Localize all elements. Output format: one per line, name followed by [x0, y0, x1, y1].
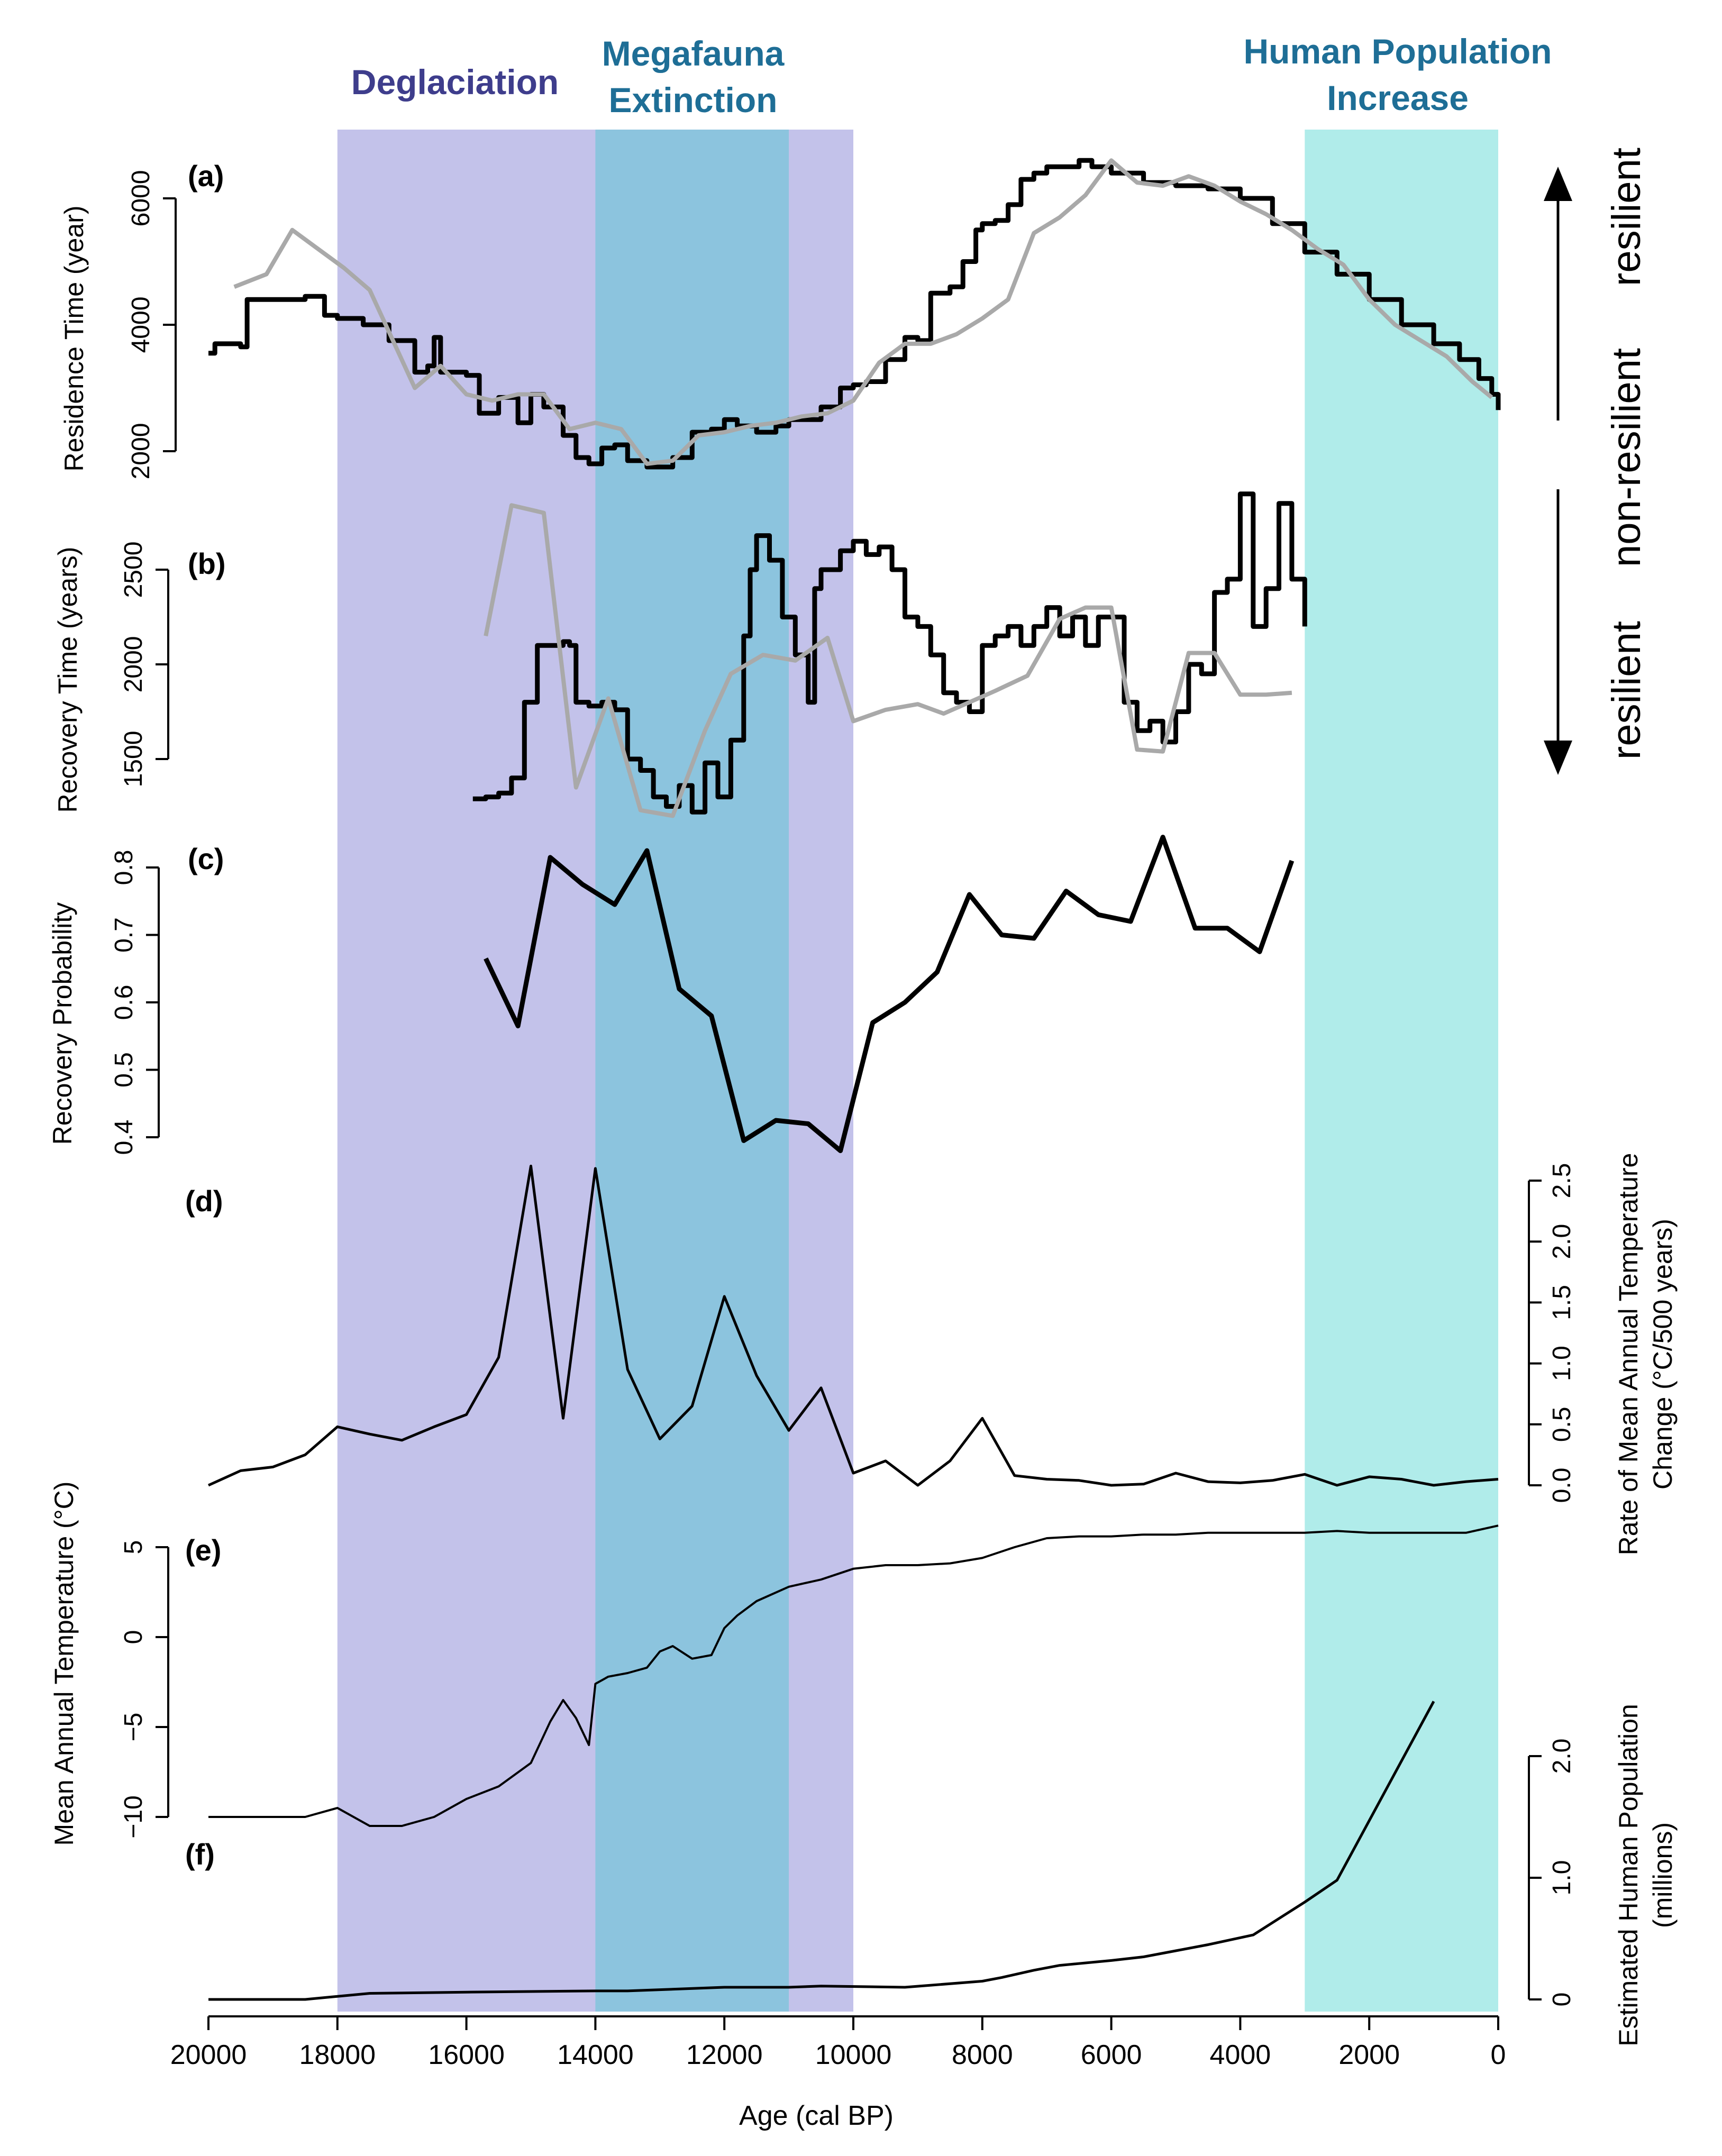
y-tick-label: 2000	[120, 636, 148, 693]
panel-letter-c: (c)	[188, 842, 224, 875]
resilient-label-top: resilient	[1604, 148, 1649, 286]
y-tick-label: 0.5	[1548, 1406, 1576, 1442]
y-tick-label: 2.0	[1548, 1739, 1576, 1774]
ylabel-rate-line2: Change (°C/500 years)	[1648, 1219, 1678, 1490]
megafauna-title-line1: Megafauna	[602, 34, 785, 73]
x-tick-label: 14000	[557, 2040, 634, 2070]
x-tick-label: 12000	[686, 2040, 763, 2070]
y-tick-label: 2000	[127, 423, 155, 480]
panel-e: −10 −5 0 5	[120, 1540, 169, 1839]
series-line-b-black	[472, 491, 1307, 815]
series-line-a-black	[208, 158, 1501, 470]
series-line-f-black	[208, 1701, 1435, 2001]
series-line-c-black	[484, 835, 1295, 1153]
y-tick-label: 1.0	[1548, 1860, 1576, 1896]
y-tick-label: 0.8	[110, 850, 138, 885]
panel-letter-b: (b)	[188, 547, 226, 580]
x-tick-label: 18000	[299, 2040, 376, 2070]
panel-f: 0 1.0 2.0	[1528, 1739, 1576, 2007]
x-tick-label: 16000	[428, 2040, 505, 2070]
y-tick-label: 0	[1548, 1993, 1576, 2007]
x-tick-label: 8000	[952, 2040, 1013, 2070]
y-tick-label: −10	[120, 1795, 148, 1838]
ylabel-rate-line1: Rate of Mean Annual Temperature	[1614, 1153, 1643, 1556]
y-tick-label: 0.6	[110, 985, 138, 1020]
deglaciation-title: Deglaciation	[351, 62, 559, 102]
ylabel-residence-time: Residence Time (year)	[59, 206, 89, 472]
axes-layer: 20000 18000 16000 14000 12000 10000 8000 6000 40…	[110, 170, 1576, 2070]
x-axis-title: Age (cal BP)	[739, 2100, 894, 2131]
ylabel-population-line1: Estimated Human Population	[1614, 1704, 1643, 2047]
panel-b: 1500 2000 2500	[120, 542, 169, 788]
x-tick-label: 4000	[1210, 2040, 1271, 2070]
human-title-line1: Human Population	[1244, 32, 1552, 71]
x-tick-label: 2000	[1338, 2040, 1400, 2070]
megafauna-title-line2: Extinction	[608, 80, 777, 120]
resilience-indicator: resilient non-resilient resilient	[1544, 148, 1649, 775]
panel-letter-a: (a)	[188, 159, 224, 193]
y-tick-label: 2500	[120, 542, 148, 598]
y-tick-label: 0	[120, 1630, 148, 1645]
resilient-label-bottom: resilient	[1604, 621, 1649, 760]
series-line-a-gray	[233, 158, 1493, 466]
ylabel-mean-temperature: Mean Annual Temperature (°C)	[49, 1482, 79, 1846]
x-tick-label: 10000	[815, 2040, 892, 2070]
y-tick-label: 0.4	[110, 1120, 138, 1155]
ylabel-recovery-probability: Recovery Probability	[48, 902, 77, 1145]
y-tick-label: 0.5	[110, 1052, 138, 1088]
megafauna-band	[595, 130, 789, 2012]
ylabel-recovery-time: Recovery Time (years)	[53, 547, 83, 813]
up-arrow-icon	[1544, 167, 1572, 201]
non-resilient-label: non-resilient	[1604, 348, 1649, 567]
series-line-e-black	[208, 1524, 1499, 1827]
series-layer	[207, 158, 1501, 2001]
series-line-b-gray	[484, 503, 1292, 818]
y-tick-label: 0.0	[1548, 1468, 1576, 1503]
panel-letter-f: (f)	[185, 1838, 215, 1871]
down-arrow-icon	[1544, 741, 1572, 775]
ylabel-population-line2: (millions)	[1648, 1822, 1678, 1928]
y-tick-label: 1.0	[1548, 1346, 1576, 1381]
x-tick-label: 6000	[1081, 2040, 1142, 2070]
panel-d: 0.0 0.5 1.0 1.5 2.0 2.5	[1528, 1163, 1576, 1503]
x-tick-label: 20000	[170, 2040, 247, 2070]
y-tick-label: 1.5	[1548, 1285, 1576, 1320]
y-tick-label: 0.7	[110, 917, 138, 953]
panel-letter-d: (d)	[185, 1184, 223, 1218]
y-tick-label: 1500	[120, 731, 148, 788]
y-tick-label: −5	[120, 1713, 148, 1742]
y-tick-label: 5	[120, 1540, 148, 1555]
panel-letter-e: (e)	[185, 1533, 221, 1567]
period-bands	[337, 130, 1498, 2012]
panel-c: 0.4 0.5 0.6 0.7 0.8	[110, 850, 160, 1155]
human-population-band	[1305, 130, 1498, 2012]
human-title-line2: Increase	[1327, 78, 1469, 117]
y-tick-label: 6000	[127, 170, 155, 227]
y-tick-label: 2.5	[1548, 1163, 1576, 1199]
panel-a: 2000 4000 6000	[127, 170, 177, 480]
y-tick-label: 4000	[127, 297, 155, 353]
x-tick-label: 0	[1491, 2040, 1506, 2070]
series-line-d-black	[207, 1164, 1499, 1487]
y-tick-label: 2.0	[1548, 1224, 1576, 1259]
